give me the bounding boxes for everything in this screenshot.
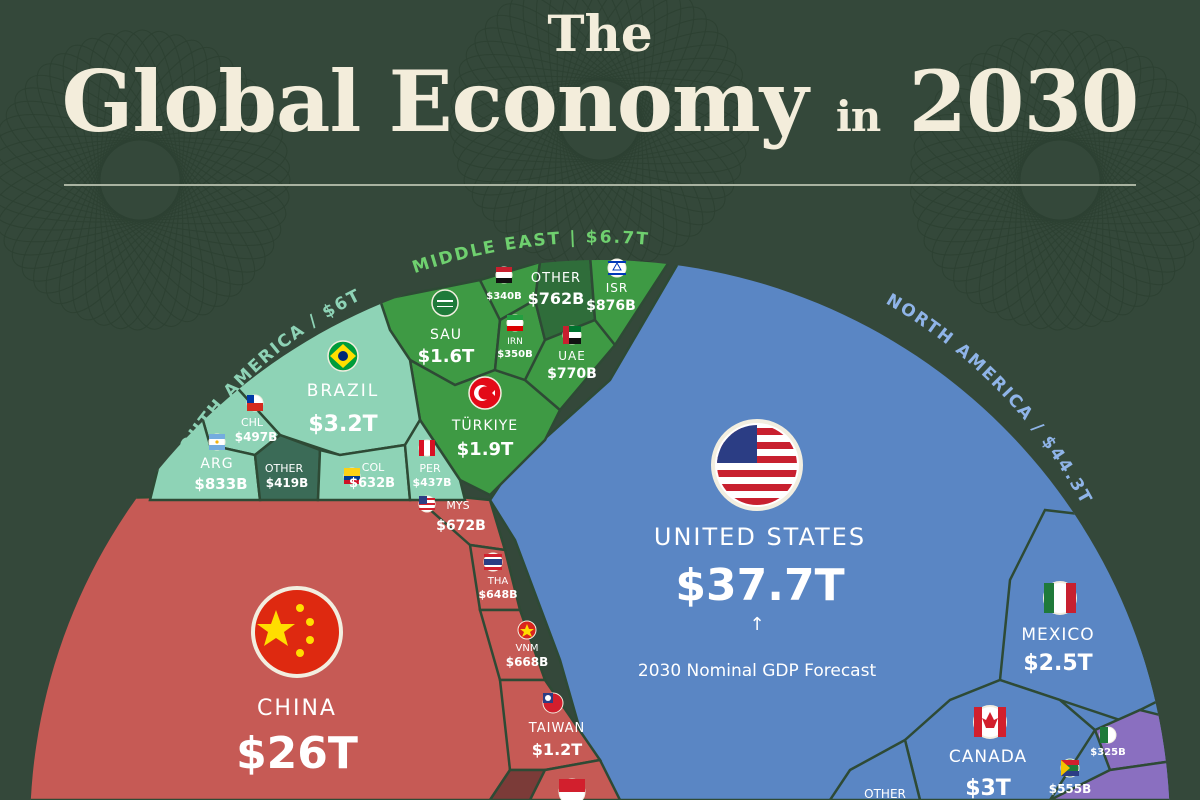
guilloche-line bbox=[910, 137, 1200, 223]
label-value-taiwan: $1.2T bbox=[532, 740, 582, 759]
label-value-brazil: $3.2T bbox=[308, 412, 377, 437]
flag-algeria bbox=[1099, 726, 1117, 744]
cell-uae bbox=[523, 318, 617, 412]
title-main-c: 2030 bbox=[908, 52, 1140, 151]
flag-turkey bbox=[468, 376, 502, 410]
label-value-col: $632B bbox=[349, 476, 395, 491]
label-value-isr: $876B bbox=[586, 298, 636, 314]
flag-colombia bbox=[343, 467, 361, 485]
flag-israel bbox=[607, 258, 627, 278]
label-name-isr: ISR bbox=[606, 281, 629, 295]
flag-indonesia bbox=[558, 778, 586, 800]
label-value-chl: $497B bbox=[235, 430, 278, 444]
label-name-irn: IRN bbox=[507, 337, 523, 347]
flag-china bbox=[251, 586, 343, 678]
title-main-a: Global Economy bbox=[61, 52, 809, 151]
label-name-chl: CHL bbox=[241, 416, 264, 429]
cell-africa-b bbox=[1049, 758, 1170, 800]
flag-brazil bbox=[327, 340, 359, 372]
label-value-united-states: $37.7T bbox=[675, 560, 844, 611]
label-name-other-na: OTHER bbox=[864, 787, 906, 800]
flag-uae bbox=[562, 325, 582, 345]
label-name-vnm: VNM bbox=[516, 643, 539, 654]
note-gdp-forecast-line1: 2030 Nominal GDP Forecast bbox=[638, 661, 877, 681]
flag-chile bbox=[246, 394, 264, 412]
label-name-china: CHINA bbox=[257, 696, 337, 721]
label-name-taiwan: TAIWAN bbox=[528, 721, 585, 736]
label-value-mexico: $2.5T bbox=[1023, 651, 1092, 676]
label-name-brazil: BRAZIL bbox=[307, 381, 380, 401]
flag-united-states bbox=[711, 419, 803, 511]
label-value-uae: $770B bbox=[547, 366, 597, 382]
label-value-canada: $3T bbox=[965, 776, 1011, 800]
cell-other-na bbox=[827, 738, 922, 800]
flag-thailand bbox=[483, 552, 503, 572]
label-name-turkiye: TÜRKIYE bbox=[451, 416, 518, 434]
flag-iran bbox=[506, 314, 524, 332]
label-value-per: $437B bbox=[413, 476, 452, 489]
label-value-china: $26T bbox=[236, 728, 358, 779]
guilloche-line bbox=[0, 137, 290, 223]
label-name-canada: CANADA bbox=[949, 747, 1027, 767]
label-value-sau: $1.6T bbox=[418, 346, 475, 367]
label-name-united-states: UNITED STATES bbox=[654, 523, 866, 551]
guilloche-line bbox=[450, 77, 750, 163]
flag-vietnam bbox=[517, 620, 537, 640]
label-value-arg: $833B bbox=[194, 475, 247, 493]
label-value-africa-b: $555B bbox=[1049, 782, 1092, 796]
cell-africa-a bbox=[1093, 708, 1170, 772]
flag-mexico bbox=[1043, 581, 1077, 615]
label-name-other-me: OTHER bbox=[531, 271, 581, 286]
flag-egypt bbox=[495, 266, 513, 284]
label-value-tha: $648B bbox=[479, 588, 518, 601]
flag-south-africa bbox=[1060, 758, 1080, 778]
label-name-uae: UAE bbox=[558, 349, 586, 363]
page-title: Global Economy in 2030 bbox=[0, 52, 1200, 151]
label-name-mys: MYS bbox=[446, 499, 469, 512]
label-name-col: COL bbox=[362, 461, 385, 474]
label-name-sau: SAU bbox=[430, 327, 462, 343]
label-name-other-sa: OTHER bbox=[265, 462, 304, 475]
label-value-other-sa: $419B bbox=[266, 476, 309, 490]
arrow-up-icon: ↑ bbox=[749, 614, 764, 635]
label-value-other-me: $762B bbox=[528, 289, 585, 308]
cell-canada bbox=[903, 678, 1097, 800]
label-name-arg: ARG bbox=[200, 456, 233, 472]
flag-malaysia bbox=[418, 495, 436, 513]
label-value-irn: $350B bbox=[497, 349, 532, 360]
label-value-vnm: $668B bbox=[506, 655, 549, 669]
label-value-mys: $672B bbox=[436, 518, 486, 534]
label-value-turkiye: $1.9T bbox=[457, 439, 514, 460]
title-divider bbox=[64, 184, 1136, 186]
label-name-per: PER bbox=[419, 462, 441, 475]
label-name-mexico: MEXICO bbox=[1021, 625, 1094, 645]
flag-argentina bbox=[208, 433, 226, 451]
title-the: The bbox=[547, 4, 653, 63]
label-name-tha: THA bbox=[487, 576, 509, 587]
flag-saudi bbox=[431, 289, 459, 317]
label-value-me-340: $340B bbox=[486, 291, 521, 302]
flag-peru bbox=[418, 439, 436, 457]
title-main-b: in bbox=[835, 92, 881, 141]
flag-canada bbox=[973, 705, 1007, 739]
flag-taiwan bbox=[542, 692, 564, 714]
label-value-africa-a: $325B bbox=[1090, 747, 1125, 758]
